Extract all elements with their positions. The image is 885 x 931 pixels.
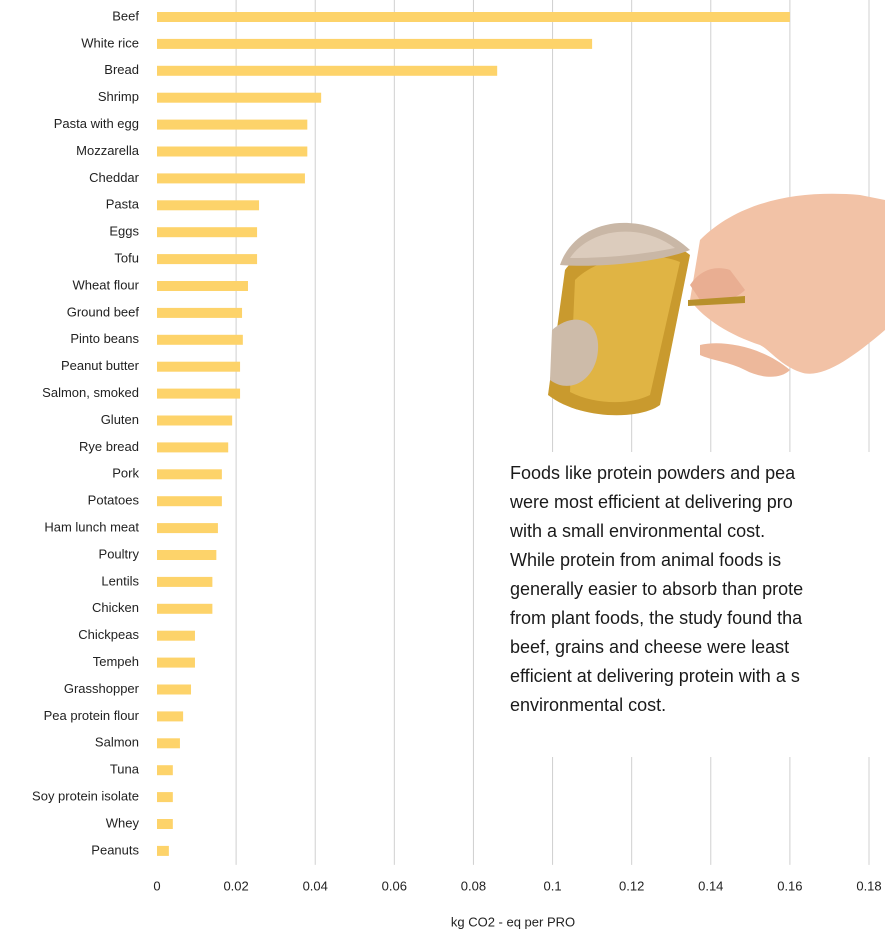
bar — [157, 227, 258, 238]
y-tick-label: White rice — [81, 35, 139, 50]
annotation-line: environmental cost. — [510, 695, 666, 715]
y-tick-label: Pinto beans — [70, 331, 139, 346]
bar — [157, 415, 233, 426]
y-tick-label: Tuna — [110, 762, 140, 777]
bars — [157, 12, 790, 856]
bar — [157, 792, 173, 803]
y-tick-label: Soy protein isolate — [32, 789, 139, 804]
y-tick-label: Potatoes — [88, 493, 140, 508]
y-tick-label: Wheat flour — [73, 277, 140, 292]
bar — [157, 361, 241, 372]
x-tick-label: 0.1 — [544, 878, 562, 893]
x-tick-label: 0 — [153, 878, 160, 893]
annotation-line: While protein from animal foods is — [510, 550, 781, 570]
y-tick-label: Pasta with egg — [54, 116, 139, 131]
y-tick-label: Salmon — [95, 735, 139, 750]
annotation-line: were most efficient at delivering pro — [509, 492, 793, 512]
x-tick-label: 0.12 — [619, 878, 644, 893]
bar — [157, 146, 308, 157]
bar — [157, 469, 222, 480]
y-tick-label: Ham lunch meat — [44, 520, 139, 535]
x-axis-label: kg CO2 - eq per PRO — [451, 914, 575, 929]
y-tick-label: Shrimp — [98, 89, 139, 104]
bar — [157, 657, 195, 668]
x-tick-label: 0.14 — [698, 878, 723, 893]
bar — [157, 819, 173, 829]
y-tick-label: Beef — [112, 8, 139, 23]
bar — [157, 496, 222, 507]
y-tick-label: Eggs — [109, 224, 139, 239]
y-tick-label: Ground beef — [67, 304, 140, 319]
bar — [157, 119, 308, 130]
y-tick-label: Pork — [112, 466, 139, 481]
bar — [157, 550, 217, 560]
y-tick-label: Whey — [106, 815, 140, 830]
y-tick-label: Pasta — [106, 197, 140, 212]
y-tick-label: Lentils — [101, 573, 139, 588]
y-tick-label: Pea protein flour — [44, 708, 140, 723]
y-tick-label: Mozzarella — [76, 143, 140, 158]
annotation-line: generally easier to absorb than prote — [510, 579, 803, 599]
y-tick-label: Chicken — [92, 600, 139, 615]
y-tick-label: Tempeh — [93, 654, 139, 669]
y-tick-label: Gluten — [101, 412, 139, 427]
bar — [157, 65, 498, 76]
photo-scoop — [548, 193, 885, 416]
bar — [157, 711, 184, 722]
y-tick-label: Peanut butter — [61, 358, 140, 373]
x-tick-label: 0.02 — [223, 878, 248, 893]
bar — [157, 388, 241, 399]
x-axis: 0 0.02 0.04 0.06 0.08 0.1 0.12 0.14 0.16 0.18 kg C… — [32, 8, 882, 929]
x-tick-label: 0.04 — [303, 878, 328, 893]
bar — [157, 765, 173, 776]
y-tick-label: Tofu — [114, 251, 139, 266]
x-tick-label: 0.16 — [777, 878, 802, 893]
bar — [157, 307, 243, 318]
y-tick-label: Poultry — [99, 546, 140, 561]
bar — [157, 684, 192, 695]
bar — [157, 523, 218, 534]
annotation-line: efficient at delivering protein with a s — [510, 666, 800, 686]
bar — [157, 738, 180, 749]
bar — [157, 92, 322, 103]
x-tick-label: 0.18 — [856, 878, 881, 893]
annotation-background — [500, 452, 885, 757]
y-tick-label: Salmon, smoked — [42, 385, 139, 400]
bar — [157, 173, 305, 184]
bar — [157, 603, 213, 614]
x-tick-label: 0.08 — [461, 878, 486, 893]
annotation-line: beef, grains and cheese were least — [510, 637, 789, 657]
bar — [157, 200, 260, 211]
annotation-line: Foods like protein powders and pea — [510, 463, 796, 483]
y-tick-label: Chickpeas — [78, 627, 139, 642]
y-tick-label: Grasshopper — [64, 681, 140, 696]
annotation: Foods like protein powders and pea were m… — [509, 463, 803, 715]
annotation-line: with a small environmental cost. — [509, 521, 765, 541]
bar — [157, 281, 248, 291]
bar — [157, 38, 593, 49]
bar — [157, 254, 258, 265]
y-tick-label: Cheddar — [89, 170, 140, 185]
y-tick-label: Bread — [104, 62, 139, 77]
bar — [157, 576, 213, 587]
bar — [157, 442, 229, 453]
bar — [157, 845, 169, 856]
grid — [235, 0, 870, 865]
bar — [157, 334, 243, 345]
y-tick-label: Peanuts — [91, 842, 139, 857]
y-tick-label: Rye bread — [79, 439, 139, 454]
bar — [157, 630, 195, 641]
x-tick-label: 0.06 — [382, 878, 407, 893]
bar — [157, 12, 790, 22]
annotation-line: from plant foods, the study found tha — [510, 608, 803, 628]
